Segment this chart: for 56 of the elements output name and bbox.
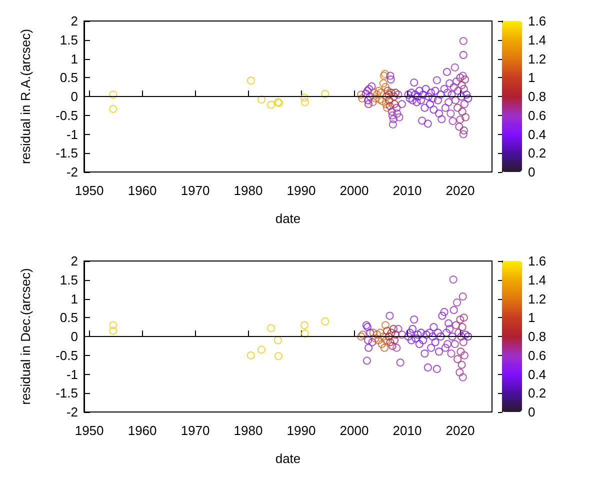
y-tick-label: 1 [70,291,78,306]
x-axis-title: date [275,211,301,226]
color-bar-label: 0.8 [528,89,546,104]
x-tick-label: 1980 [234,183,263,198]
color-bar-label: 1.6 [528,14,546,28]
x-axis-title: date [275,451,301,466]
y-tick-label: 0.5 [60,310,78,326]
x-tick-label: 1990 [286,423,316,438]
color-bar-label: 0.4 [528,126,546,142]
color-bar-label: 1.6 [528,254,546,268]
x-tick-label: 2010 [392,183,422,198]
color-bar-label: 1.2 [528,291,546,306]
x-tick-label: 1970 [180,183,210,198]
x-tick-label: 1960 [128,423,157,438]
x-tick-label: 1980 [234,423,263,438]
color-bar-label: 0.2 [528,146,546,161]
x-tick-label: 1990 [286,183,316,198]
color-bar-label: 0.6 [528,108,546,123]
y-axis-title: residual in R.A.(arcsec) [18,28,33,164]
x-tick-label: 1960 [128,183,157,198]
y-tick-label: 1 [70,51,78,66]
x-tick-label: 2020 [446,183,475,198]
x-tick-label: 1970 [180,423,210,438]
y-tick-label: 0 [70,89,78,104]
color-bar-label: 0.6 [528,348,546,363]
y-tick-label: 2 [70,14,78,28]
color-bar-label: 1.4 [528,32,546,48]
color-bar-label: 1.4 [528,272,546,288]
color-bar-label: 0 [528,164,536,180]
y-tick-label: -1.5 [56,386,78,401]
color-bar-label: 1 [528,310,536,326]
x-tick-label: 2000 [340,183,369,198]
y-tick-label: 0 [70,329,78,344]
y-tick-label: -0.5 [56,108,78,123]
color-bar-label: 1 [528,70,536,86]
y-tick-label: 1.5 [60,32,78,48]
y-tick-label: -0.5 [56,348,78,363]
color-bar-label: 0.8 [528,329,546,344]
y-tick-label: -1 [66,366,78,382]
y-tick-label: -1.5 [56,146,78,161]
x-tick-label: 1950 [74,183,104,198]
x-tick-label: 2000 [340,423,369,438]
y-tick-label: 2 [70,254,78,268]
y-tick-label: -2 [66,164,78,180]
y-tick-label: -2 [66,404,78,420]
color-bar-label: 0.2 [528,386,546,401]
y-tick-label: 1.5 [60,272,78,288]
y-tick-label: -1 [66,126,78,142]
x-tick-label: 2020 [446,423,475,438]
x-tick-label: 1950 [74,423,104,438]
x-tick-label: 2010 [392,423,422,438]
y-axis-title: residual in Dec.(arcsec) [18,268,33,405]
color-bar-label: 0 [528,404,536,420]
color-bar-label: 0.4 [528,366,546,382]
color-bar-label: 1.2 [528,51,546,66]
y-tick-label: 0.5 [60,70,78,86]
